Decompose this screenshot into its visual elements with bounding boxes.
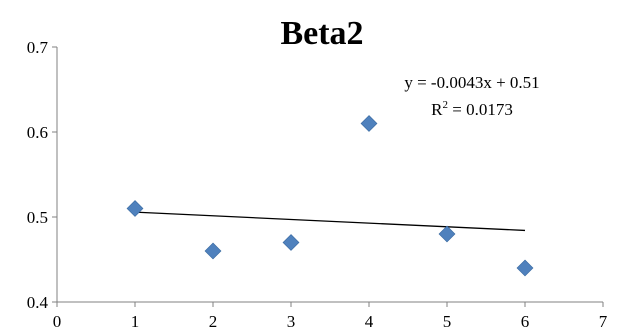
x-tick-label: 2 xyxy=(209,312,218,331)
data-points xyxy=(126,115,534,277)
trendline-group xyxy=(134,211,526,232)
x-tick-label: 6 xyxy=(521,312,530,331)
y-tick-labels: 0.4 0.5 0.6 0.7 xyxy=(27,38,49,312)
x-tick-label: 4 xyxy=(365,312,374,331)
chart-title: Beta2 xyxy=(280,15,363,52)
data-point xyxy=(516,259,534,277)
r-squared-value: = 0.0173 xyxy=(448,100,513,119)
data-point xyxy=(360,115,378,132)
r-squared-prefix: R xyxy=(431,100,443,119)
data-point xyxy=(282,234,300,251)
x-tick-labels: 0 1 2 3 4 5 6 7 xyxy=(53,312,608,331)
x-tick-label: 5 xyxy=(443,312,452,331)
r-squared-exponent: 2 xyxy=(443,99,449,111)
y-tick-label: 0.5 xyxy=(27,208,48,227)
y-tick-label: 0.6 xyxy=(27,123,48,142)
x-tick-label: 3 xyxy=(287,312,296,331)
y-tick-label: 0.7 xyxy=(27,38,49,57)
data-point xyxy=(204,242,222,260)
x-tick-label: 7 xyxy=(599,312,608,331)
axes xyxy=(52,46,604,307)
y-tick-label: 0.4 xyxy=(27,293,49,312)
trendline-equation: y = -0.0043x + 0.51 xyxy=(404,73,539,92)
x-tick-label: 1 xyxy=(131,312,140,331)
r-squared-label: R2 = 0.0173 xyxy=(431,99,513,119)
data-point xyxy=(126,200,144,217)
data-point xyxy=(438,225,456,243)
x-tick-label: 0 xyxy=(53,312,62,331)
trendline xyxy=(134,211,526,232)
